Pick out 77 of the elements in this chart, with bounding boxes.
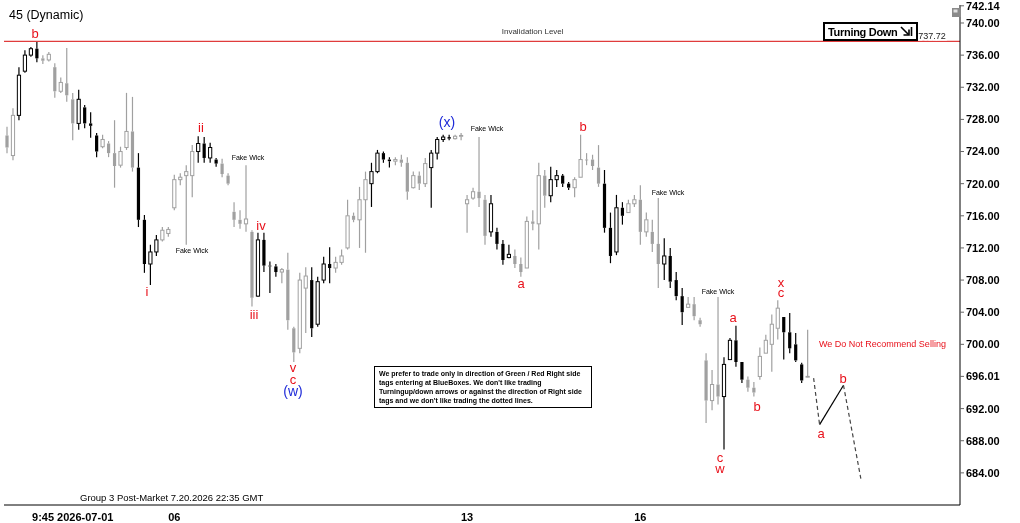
candlestick <box>501 239 505 266</box>
candlestick <box>459 132 464 141</box>
y-tick-label: 740.00 <box>966 16 1000 29</box>
candlestick <box>112 119 117 189</box>
y-tick-label: 684.00 <box>966 466 1000 479</box>
candlestick <box>470 187 476 201</box>
annotation: iv <box>256 217 267 233</box>
candlestick <box>226 172 230 186</box>
y-tick-label: 700.00 <box>966 338 1000 351</box>
y-tick-label: 728.00 <box>966 113 1000 126</box>
annotation: i <box>145 283 149 299</box>
candlestick <box>519 256 523 278</box>
annotation: a <box>817 425 826 441</box>
annotation: b <box>753 398 761 414</box>
x-tick-label: 16 <box>634 510 647 523</box>
candlestick <box>214 157 218 168</box>
candlestick <box>495 227 499 251</box>
annotation: iii <box>249 306 259 322</box>
annotation: a <box>729 309 738 325</box>
x-tick-label: 9:45 2026-07-01 <box>32 510 114 523</box>
annotation: Group 3 Post-Market 7.20.2026 22:35 GMT <box>80 492 264 503</box>
annotation: c <box>716 449 724 465</box>
candlestick <box>250 229 254 308</box>
candlestick <box>513 248 517 269</box>
annotation: a <box>517 275 526 291</box>
annotation: (x) <box>438 114 456 130</box>
annotation: b <box>839 370 847 386</box>
candlestick <box>477 136 481 208</box>
candlestick <box>716 296 720 406</box>
candlestick <box>698 317 702 328</box>
candlestick <box>243 164 249 233</box>
y-tick-label: 708.00 <box>966 273 1000 286</box>
candlestick <box>238 209 242 230</box>
candlestick <box>220 158 224 178</box>
y-tick-label: 696.01 <box>966 370 1000 383</box>
candlestick <box>757 346 762 381</box>
candlestick <box>279 267 284 284</box>
y-tick-label: 732.00 <box>966 81 1000 94</box>
candlestick <box>16 66 22 121</box>
candlestick <box>10 107 16 161</box>
y-tick-label: 742.14 <box>966 0 1001 12</box>
chart-title: 45 (Dynamic) <box>9 8 84 22</box>
y-tick-label: 724.00 <box>966 145 1000 158</box>
candlestick <box>709 369 715 411</box>
ref-line-label: Invalidation Level <box>501 27 564 37</box>
candlestick <box>488 194 494 238</box>
candlestick <box>22 49 28 74</box>
candlestick <box>274 263 278 278</box>
x-tick-label: 13 <box>460 510 474 523</box>
candlestick <box>483 194 487 246</box>
candlestick <box>692 296 696 321</box>
candlestick <box>752 381 756 398</box>
candlestick <box>721 356 727 451</box>
candlestick <box>656 197 660 289</box>
candlestick <box>41 54 45 65</box>
candlestick <box>734 325 738 368</box>
candlestick <box>28 46 33 58</box>
candlestick <box>746 375 750 393</box>
y-tick-label: 704.00 <box>966 306 1000 319</box>
y-tick-label: 736.00 <box>966 49 1000 62</box>
x-tick-label: 06 <box>168 510 181 523</box>
y-tick-label: 688.00 <box>966 434 1000 447</box>
candlestick <box>232 201 236 228</box>
annotation: ii <box>198 119 204 135</box>
annotation: b <box>579 118 587 134</box>
candlestick <box>704 352 708 424</box>
y-tick-label: 692.00 <box>966 402 1000 415</box>
annotation: We Do Not Recommend Selling <box>819 339 946 349</box>
annotation: Turning Down <box>828 25 898 38</box>
candlestick <box>262 232 266 273</box>
y-tick-label: 712.00 <box>966 241 1000 254</box>
candlestick <box>5 126 9 154</box>
annotation: 737.72 <box>918 31 946 41</box>
y-tick-label: 716.00 <box>966 209 1000 222</box>
annotation: b <box>31 25 39 41</box>
candlestick <box>464 194 470 234</box>
y-tick-label: 720.00 <box>966 177 1000 190</box>
